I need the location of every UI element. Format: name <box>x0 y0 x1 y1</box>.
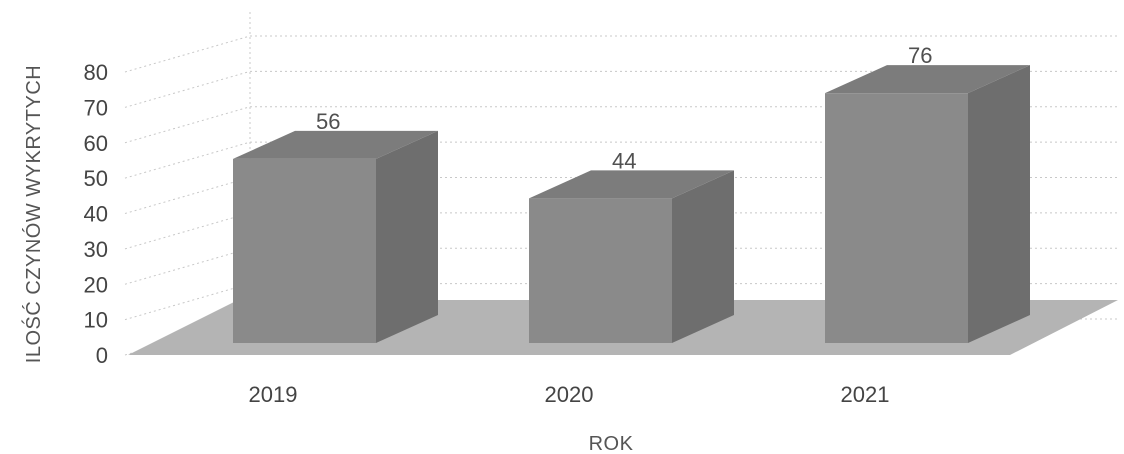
bar-front-face <box>529 198 672 343</box>
bar-front-face <box>825 93 968 344</box>
y-axis-title: ILOŚĆ CZYNÓW WYKRYTYCH <box>21 65 45 363</box>
data-label: 44 <box>612 148 636 173</box>
bar-side-face <box>376 130 438 343</box>
gridline-80 <box>124 35 1120 73</box>
bar-front-face <box>233 158 376 343</box>
x-axis-categories: 2019 2020 2021 <box>249 382 890 407</box>
bar-top-face <box>529 170 734 199</box>
y-tick-label: 20 <box>84 272 108 297</box>
y-tick-label: 30 <box>84 237 108 262</box>
bar-side-face <box>672 170 734 343</box>
bar-2021 <box>825 65 1030 344</box>
bar-2020 <box>529 170 734 343</box>
data-label: 76 <box>908 43 932 68</box>
y-tick-label: 0 <box>96 343 108 368</box>
bar-2019 <box>233 130 438 343</box>
x-tick-label: 2019 <box>249 382 298 407</box>
y-tick-label: 50 <box>84 166 108 191</box>
y-tick-label: 60 <box>84 131 108 156</box>
data-label: 56 <box>316 109 340 134</box>
y-tick-label: 40 <box>84 202 108 227</box>
bar-top-face <box>233 130 438 159</box>
x-tick-label: 2021 <box>841 382 890 407</box>
y-axis-ticks: 0 10 20 30 40 50 60 70 80 <box>84 60 108 368</box>
x-tick-label: 2020 <box>545 382 594 407</box>
y-tick-label: 80 <box>84 60 108 85</box>
bar-top-face <box>825 65 1030 94</box>
bar-side-face <box>968 65 1030 344</box>
y-tick-label: 10 <box>84 308 108 333</box>
bars <box>233 65 1030 344</box>
y-tick-label: 70 <box>84 95 108 120</box>
data-labels: 56 44 76 <box>316 43 932 173</box>
x-axis-title: ROK <box>589 433 634 454</box>
